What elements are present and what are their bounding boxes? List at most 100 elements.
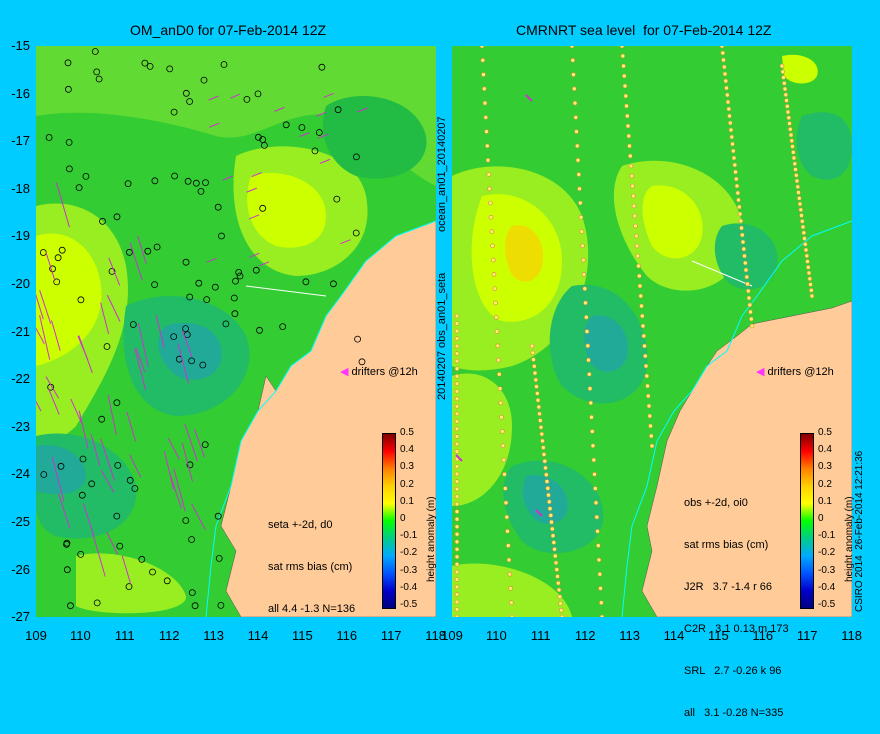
- track-marker: [798, 207, 804, 213]
- track-marker: [624, 103, 629, 109]
- track-marker: [502, 486, 508, 491]
- track-marker: [544, 479, 550, 484]
- track-marker: [746, 295, 752, 301]
- drifter-arrow: [100, 302, 110, 335]
- track-marker: [550, 526, 555, 532]
- observation-marker: [64, 59, 72, 67]
- observation-marker: [138, 555, 146, 563]
- stats-line: J2R 3.7 -1.4 r 66: [684, 581, 773, 593]
- observation-marker: [192, 179, 200, 187]
- track-marker: [740, 239, 746, 245]
- track-marker: [732, 162, 738, 168]
- track-marker: [530, 350, 536, 356]
- drifter-arrow: [78, 335, 93, 373]
- colorbar-tick-label: 0: [400, 513, 406, 524]
- track-marker: [509, 614, 515, 617]
- track-marker: [725, 99, 731, 105]
- track-marker: [538, 418, 543, 423]
- satellite-track-markers: [454, 46, 815, 617]
- track-marker: [454, 561, 460, 567]
- track-marker: [505, 543, 511, 548]
- colorbar-tick-label: -0.3: [818, 564, 836, 576]
- track-marker: [644, 373, 650, 379]
- track-marker: [734, 183, 740, 189]
- latitude-tick-label: -18: [11, 180, 30, 196]
- longitude-tick-label: 110: [70, 628, 91, 643]
- observation-marker: [358, 358, 366, 366]
- track-marker: [589, 414, 594, 420]
- observation-marker: [231, 310, 239, 318]
- anomaly-region: [76, 553, 187, 614]
- track-marker: [722, 71, 728, 77]
- drifter-arrow: [36, 293, 44, 320]
- drifter-arrow: [51, 456, 65, 502]
- drifter-arrow: [206, 257, 217, 263]
- drifter-arrow: [100, 438, 115, 481]
- drifter-arrow: [299, 132, 310, 138]
- track-marker: [554, 567, 560, 572]
- transect-line: [245, 285, 327, 297]
- drifter-arrow: [137, 322, 149, 367]
- observation-marker: [318, 63, 326, 71]
- drifter-arrow: [177, 343, 189, 384]
- track-marker: [454, 336, 460, 341]
- track-marker: [645, 383, 650, 389]
- track-marker: [489, 229, 495, 234]
- anomaly-region: [452, 373, 512, 506]
- track-marker: [590, 443, 596, 449]
- drifter-arrow: [323, 92, 334, 98]
- latitude-tick-label: -25: [11, 514, 30, 529]
- observation-marker: [298, 124, 306, 131]
- observation-marker: [126, 476, 134, 484]
- observation-marker: [184, 177, 192, 185]
- track-marker: [454, 577, 460, 582]
- drifter-arrow: [246, 187, 257, 193]
- track-marker: [802, 242, 808, 247]
- observation-marker: [315, 129, 323, 136]
- observation-marker: [188, 357, 196, 365]
- track-marker: [544, 472, 549, 478]
- track-marker: [535, 397, 541, 403]
- observation-marker: [186, 293, 194, 301]
- track-marker: [584, 314, 589, 320]
- observation-marker: [151, 177, 159, 185]
- track-marker: [598, 586, 603, 591]
- drifter-arrows: [455, 94, 543, 517]
- track-marker: [643, 363, 649, 369]
- longitude-tick-label: 109: [441, 628, 463, 643]
- colorbar-tick-label: 0.2: [400, 478, 414, 490]
- observation-marker: [333, 195, 341, 203]
- track-marker: [571, 72, 576, 77]
- drifter-arrow: [129, 454, 142, 478]
- drifter-arrow: [167, 437, 180, 460]
- drifter-arrow: [222, 175, 233, 181]
- track-marker: [585, 343, 591, 349]
- track-marker: [543, 465, 548, 471]
- left-map-title: OM_anD0 for 07-Feb-2014 12Z: [130, 22, 327, 38]
- track-marker: [733, 176, 739, 182]
- stats-line: obs +-2d, oi0: [684, 497, 748, 509]
- track-marker: [788, 132, 794, 138]
- observation-marker: [243, 96, 251, 103]
- observation-marker: [126, 248, 133, 256]
- track-marker: [540, 438, 545, 444]
- track-marker: [727, 120, 733, 126]
- track-marker: [789, 138, 795, 144]
- track-marker: [637, 283, 643, 289]
- track-marker: [454, 614, 460, 617]
- track-marker: [499, 429, 505, 434]
- track-marker: [541, 445, 546, 450]
- track-marker: [508, 586, 513, 591]
- track-marker: [780, 69, 786, 75]
- track-marker: [482, 100, 488, 106]
- observation-marker: [93, 68, 101, 76]
- track-marker: [556, 587, 562, 593]
- observation-marker: [77, 550, 85, 558]
- track-marker: [545, 485, 551, 491]
- track-marker: [454, 471, 460, 477]
- longitude-tick-label: 116: [336, 628, 358, 643]
- drifters-label: drifters @12h: [767, 366, 834, 378]
- track-marker: [730, 141, 735, 147]
- track-marker: [581, 257, 586, 263]
- drifter-arrow: [106, 294, 121, 322]
